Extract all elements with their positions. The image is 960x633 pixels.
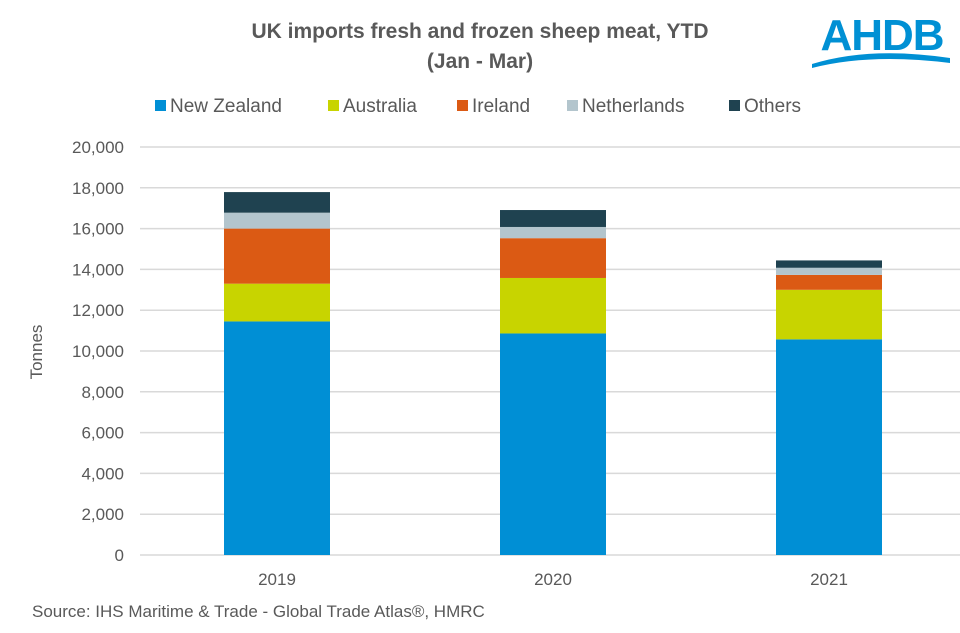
legend-label: Australia [343,96,417,117]
legend-swatch [567,100,578,111]
y-tick-label: 0 [115,546,124,565]
bar-segment-ireland-2021 [776,274,882,290]
y-tick-label: 6,000 [81,424,124,443]
ahdb-logo: AHDB [812,11,950,68]
legend-swatch [729,100,740,111]
chart-subtitle: (Jan - Mar) [427,50,533,73]
bar-segment-others-2021 [776,260,882,268]
x-tick-label: 2021 [810,570,848,589]
x-tick-label: 2020 [534,570,572,589]
bar-segment-australia-2021 [776,289,882,340]
bar-segment-netherlands-2019 [224,212,330,229]
y-tick-label: 14,000 [72,260,124,279]
bar-segment-new-zealand-2019 [224,321,330,555]
legend-label: Ireland [472,96,530,117]
legend: New Zealand Australia Ireland Netherlands Ot… [155,96,801,117]
bar-segment-australia-2019 [224,283,330,322]
y-tick-label: 4,000 [81,464,124,483]
legend-swatch [457,100,468,111]
y-tick-label: 10,000 [72,342,124,361]
bar-segment-australia-2020 [500,277,606,334]
legend-label: Netherlands [582,96,684,117]
y-tick-label: 2,000 [81,505,124,524]
bar-segment-netherlands-2021 [776,267,882,275]
x-tick-label: 2019 [258,570,296,589]
y-tick-label: 8,000 [81,383,124,402]
y-tick-label: 20,000 [72,138,124,157]
legend-swatch [155,100,166,111]
source-note: Source: IHS Maritime & Trade - Global Tr… [32,602,485,621]
x-axis-labels: 2019 2020 2021 [258,570,848,589]
y-tick-label: 16,000 [72,220,124,239]
svg-text:AHDB: AHDB [820,11,943,60]
bar-segment-ireland-2020 [500,238,606,278]
bars [224,192,882,555]
y-tick-label: 18,000 [72,179,124,198]
bar-segment-ireland-2019 [224,228,330,284]
bar-segment-others-2019 [224,192,330,213]
bar-segment-netherlands-2020 [500,226,606,239]
bar-segment-others-2020 [500,210,606,227]
chart-title: UK imports fresh and frozen sheep meat, … [251,20,708,43]
bar-segment-new-zealand-2020 [500,333,606,555]
y-axis-label: Tonnes [27,325,46,380]
y-tick-label: 12,000 [72,301,124,320]
legend-label: New Zealand [170,96,282,117]
legend-label: Others [744,96,801,117]
legend-swatch [328,100,339,111]
bar-segment-new-zealand-2021 [776,339,882,555]
